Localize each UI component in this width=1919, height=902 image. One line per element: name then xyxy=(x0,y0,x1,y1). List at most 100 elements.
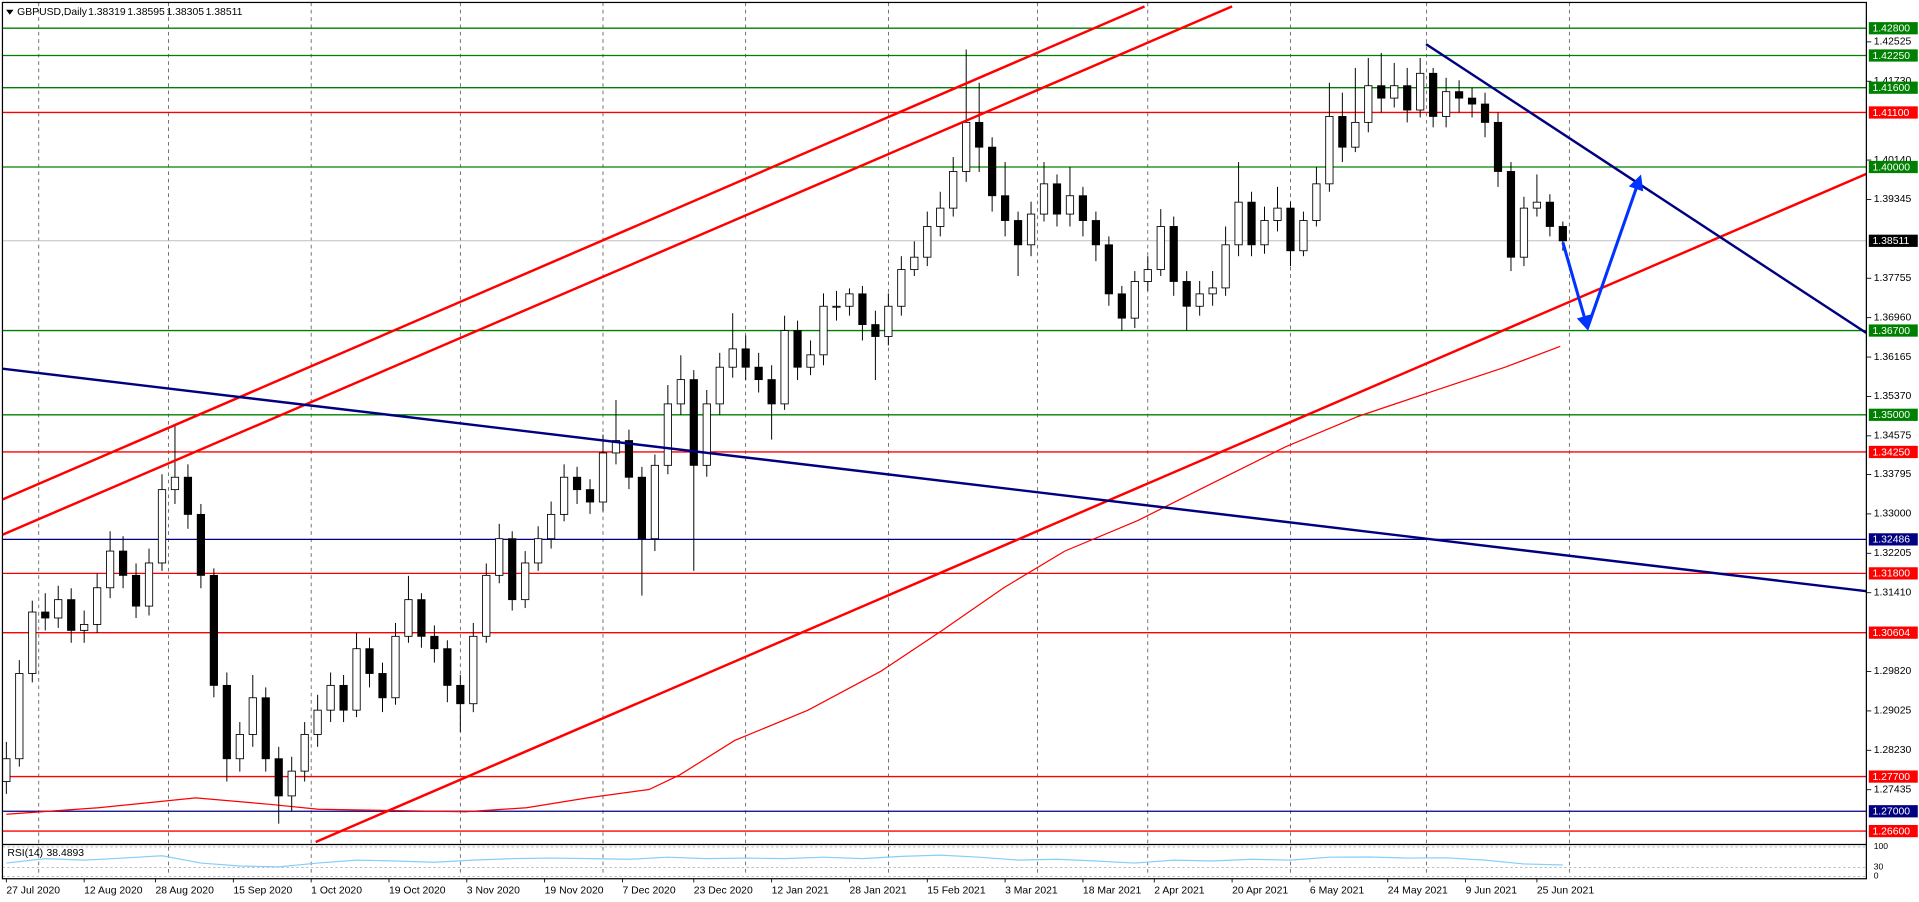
level-label: 1.41600 xyxy=(1872,83,1910,94)
y-tick-label: 1.29025 xyxy=(1874,706,1912,717)
candle-body xyxy=(975,121,984,148)
level-label: 1.41100 xyxy=(1872,108,1909,119)
candle-body xyxy=(1234,201,1243,246)
candle-body xyxy=(845,293,854,307)
candle-body xyxy=(1195,293,1204,307)
candle-body xyxy=(378,673,387,699)
y-tick-label: 1.39345 xyxy=(1874,194,1912,205)
level-label-box xyxy=(1868,22,1918,35)
candle-body xyxy=(521,562,530,601)
level-label-box xyxy=(1868,81,1918,94)
candle-body xyxy=(1351,121,1360,148)
candle-body xyxy=(1286,207,1295,252)
candle-body xyxy=(1078,195,1088,221)
candle-body xyxy=(41,611,50,619)
y-tick-label: 1.31410 xyxy=(1874,587,1912,598)
candle-body xyxy=(547,513,556,540)
x-tick-label: 9 Jun 2021 xyxy=(1466,886,1518,897)
x-tick-label: 19 Nov 2020 xyxy=(545,886,604,897)
y-tick-label: 1.36960 xyxy=(1874,312,1912,323)
candle-body xyxy=(430,635,439,650)
trend-line xyxy=(2,367,1867,593)
candle-body xyxy=(118,550,128,576)
candle-body xyxy=(404,599,413,637)
candle-body xyxy=(248,697,257,735)
candle-body xyxy=(106,550,115,589)
level-label-box xyxy=(1868,567,1918,580)
candle-body xyxy=(326,684,335,711)
candle-body xyxy=(962,121,971,172)
y-tick-label: 1.35370 xyxy=(1874,391,1912,402)
candle-body xyxy=(780,330,789,405)
candle-body xyxy=(767,379,776,405)
y-tick-label: 1.33795 xyxy=(1874,469,1912,480)
candle-body xyxy=(170,476,180,491)
level-label-box xyxy=(1868,824,1918,838)
candle-body xyxy=(988,146,997,197)
candle-body xyxy=(923,226,932,258)
candle-body xyxy=(67,599,76,631)
candle-body xyxy=(1364,85,1373,123)
x-tick-label: 19 Oct 2020 xyxy=(389,886,446,897)
trend-line xyxy=(1,5,1146,501)
projection-arrow xyxy=(1561,241,1592,332)
candle-body xyxy=(1338,116,1347,148)
candle-body xyxy=(689,379,698,466)
level-label: 1.35000 xyxy=(1872,410,1910,421)
candle-body xyxy=(1169,226,1178,282)
candle-body xyxy=(1156,226,1165,271)
x-tick-label: 12 Aug 2020 xyxy=(84,886,143,897)
candle-body xyxy=(80,623,89,631)
y-tick-label: 1.33000 xyxy=(1874,509,1912,520)
candle-body xyxy=(715,366,724,405)
candle-body xyxy=(469,635,478,705)
x-tick-label: 24 May 2021 xyxy=(1388,886,1448,897)
candle-body xyxy=(365,648,374,674)
x-tick-label: 7 Dec 2020 xyxy=(622,886,675,897)
y-tick-label: 1.28230 xyxy=(1874,745,1912,756)
level-label: 1.32486 xyxy=(1872,535,1910,546)
x-tick-label: 23 Dec 2020 xyxy=(694,886,753,897)
x-tick-label: 2 Apr 2021 xyxy=(1154,886,1204,897)
level-label-box xyxy=(1868,770,1918,783)
x-tick-label: 25 Jun 2021 xyxy=(1537,886,1594,897)
candle-body xyxy=(54,599,63,619)
candle-body xyxy=(819,305,828,356)
candle-body xyxy=(949,171,958,209)
candle-body xyxy=(1299,220,1308,252)
x-tick-label: 1 Oct 2020 xyxy=(311,886,362,897)
candle-body xyxy=(1117,293,1126,319)
candle-body xyxy=(300,734,309,772)
candle-body xyxy=(1532,201,1542,209)
candle-body xyxy=(1273,207,1282,221)
candle-body xyxy=(261,697,270,760)
candle-body xyxy=(897,269,906,307)
level-label-box xyxy=(1868,626,1918,639)
candle-body xyxy=(1442,91,1451,117)
level-label: 1.26600 xyxy=(1872,826,1910,837)
x-tick-label: 3 Nov 2020 xyxy=(467,886,520,897)
candle-body xyxy=(235,734,244,760)
candle-body xyxy=(728,348,737,368)
candle-body xyxy=(456,684,465,705)
candle-body xyxy=(1143,269,1152,282)
trend-line xyxy=(315,172,1867,844)
candle-body xyxy=(702,403,711,466)
x-tick-label: 28 Aug 2020 xyxy=(156,886,215,897)
x-tick-label: 15 Sep 2020 xyxy=(233,886,292,897)
candle-body xyxy=(598,452,608,503)
x-tick-label: 18 Mar 2021 xyxy=(1083,886,1142,897)
candle-body xyxy=(1403,85,1412,111)
rsi-value: 38.4893 xyxy=(47,848,85,859)
plot-frame xyxy=(1,1,1867,880)
candle-body xyxy=(391,635,400,699)
level-label-box xyxy=(1868,49,1918,62)
candle-body xyxy=(936,207,945,227)
candle-body xyxy=(1467,97,1477,105)
x-tick-label: 20 Apr 2021 xyxy=(1232,886,1288,897)
candle-body xyxy=(131,574,141,607)
candle-body xyxy=(1026,213,1036,246)
